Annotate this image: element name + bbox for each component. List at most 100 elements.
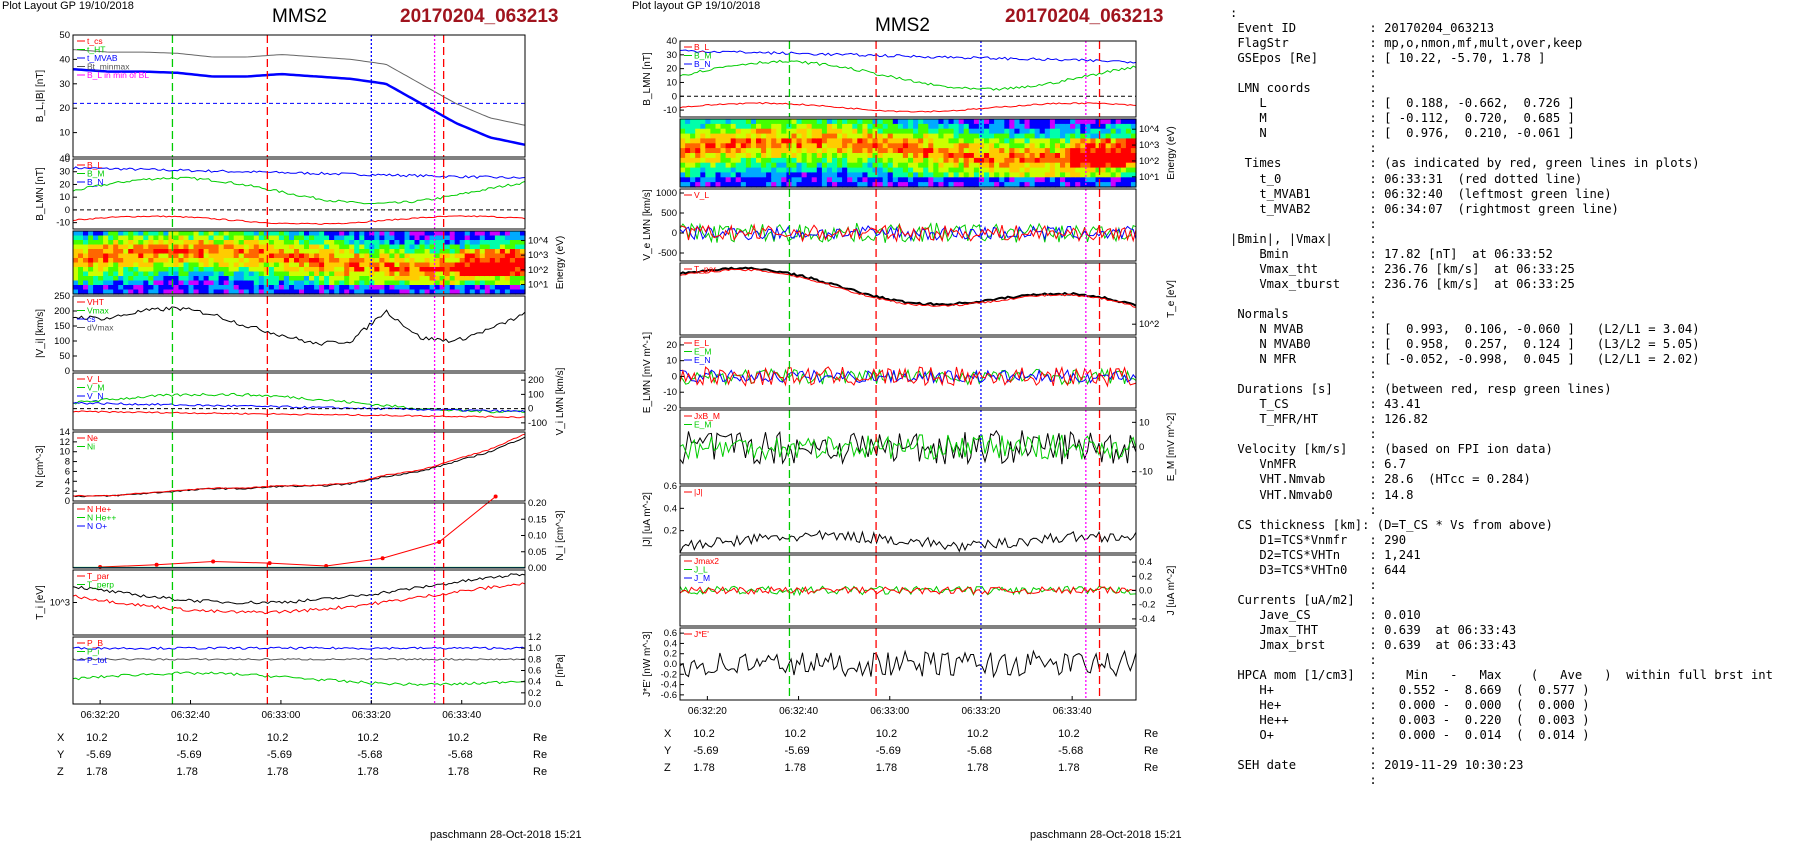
spectrogram-cell	[218, 249, 225, 255]
spectrogram-cell	[766, 119, 772, 125]
spectrogram-cell	[88, 244, 94, 250]
spectrogram-cell	[324, 258, 330, 264]
spectrogram-cell	[730, 128, 737, 135]
spectrogram-cell	[78, 276, 84, 282]
spectrogram-cell	[968, 128, 975, 135]
spectrogram-cell	[153, 276, 159, 282]
spectrogram-cell	[515, 289, 521, 295]
spectrogram-cell	[989, 162, 995, 169]
spectrogram-cell	[334, 249, 340, 255]
spectrogram-cell	[1090, 167, 1097, 174]
spectrogram-cell	[1120, 177, 1127, 183]
spectrogram-cell	[520, 231, 526, 237]
spectrogram-cell	[88, 249, 94, 255]
spectrogram-cell	[248, 235, 255, 241]
position-row-label: Z	[664, 762, 671, 774]
spectrogram-cell	[404, 244, 411, 250]
spectrogram-cell	[449, 231, 456, 237]
spectrogram-cell	[354, 244, 360, 250]
spectrogram-cell	[710, 138, 717, 144]
spectrogram-cell	[806, 162, 813, 169]
spectrogram-cell	[504, 262, 511, 268]
spectrogram-cell	[359, 249, 365, 255]
spectrogram-cell	[369, 249, 375, 255]
spectrogram-cell	[1090, 138, 1097, 144]
spectrogram-cell	[399, 267, 405, 273]
spectrogram-cell	[832, 138, 838, 144]
spectrogram-cell	[228, 285, 235, 291]
spectrogram-cell	[163, 240, 169, 246]
series-N	[72, 436, 526, 498]
spectrogram-cell	[273, 240, 280, 246]
spectrogram-cell	[918, 172, 924, 178]
spectrogram-cell	[193, 253, 200, 259]
spectrogram-cell	[862, 119, 869, 125]
spectrogram-cell	[1029, 157, 1036, 164]
spectrogram-cell	[1034, 148, 1041, 154]
spectrogram-cell	[958, 143, 965, 149]
spectrogram-cell	[999, 143, 1005, 149]
spectrogram-cell	[449, 289, 456, 295]
spectrogram-cell	[913, 138, 919, 144]
spectrogram-cell	[821, 162, 828, 169]
spectrogram-cell	[394, 267, 400, 273]
spectrogram-cell	[705, 162, 711, 169]
spectrogram-cell	[304, 244, 310, 250]
spectrogram-cell	[1070, 172, 1076, 178]
spectrogram-cell	[479, 285, 486, 291]
spectrogram-cell	[761, 138, 767, 144]
spectrogram-cell	[715, 153, 722, 159]
spectrogram-cell	[128, 240, 134, 246]
spectrogram-cell	[816, 177, 823, 183]
panel-frame	[72, 34, 526, 158]
spectrogram-cell	[918, 157, 924, 164]
spectrogram-cell	[294, 249, 300, 255]
spectrogram-cell	[113, 258, 119, 264]
spectrogram-cell	[454, 235, 461, 241]
spectrogram-cell	[88, 285, 94, 291]
spectrogram-cell	[892, 153, 899, 159]
spectrogram-cell	[685, 162, 691, 169]
spectrogram-cell	[1034, 123, 1041, 130]
spectrogram-cell	[1090, 153, 1097, 159]
spectrogram-cell	[183, 262, 190, 268]
spectrogram-cell	[735, 153, 742, 159]
spectrogram-cell	[248, 253, 255, 259]
spectrogram-cell	[1090, 172, 1097, 178]
spectrogram-cell	[148, 244, 154, 250]
spectrogram-cell	[1024, 133, 1031, 140]
spectrogram-cell	[334, 276, 340, 282]
position-row-label: X	[57, 732, 65, 744]
spectrogram-cell	[509, 289, 516, 295]
spectrogram-cell	[158, 271, 164, 277]
spectrogram-cell	[821, 148, 828, 154]
spectrogram-cell	[294, 285, 300, 291]
spectrogram-cell	[283, 285, 290, 291]
spectrogram-cell	[897, 162, 904, 169]
spectrogram-cell	[796, 182, 803, 188]
position-value: 1.78	[693, 762, 715, 774]
spectrogram-cell	[766, 167, 772, 174]
spectrogram-cell	[424, 289, 431, 295]
spectrogram-cell	[1014, 172, 1021, 178]
spectrogram-cell	[339, 262, 345, 268]
spectrogram-cell	[339, 276, 345, 282]
spectrogram-cell	[685, 123, 691, 130]
spectrogram-cell	[771, 119, 777, 125]
spectrogram-cell	[1120, 143, 1127, 149]
spectrogram-cell	[354, 231, 360, 237]
event-info-panel: : Event ID : 20170204_063213 FlagStr : m…	[1230, 6, 1800, 788]
data-point	[211, 559, 216, 564]
spectrogram-cell	[994, 119, 1000, 125]
spectrogram-cell	[1060, 162, 1066, 169]
info-line: GSEpos [Re] : [ 10.22, -5.70, 1.78 ]	[1230, 51, 1546, 66]
spectrogram-cell	[821, 119, 828, 125]
spectrogram-cell	[379, 280, 385, 286]
spectrogram-cell	[98, 258, 104, 264]
legend-label: B_N	[87, 177, 104, 187]
spectrogram-cell	[766, 123, 772, 130]
spectrogram-cell	[1080, 119, 1086, 125]
spectrogram-cell	[384, 253, 390, 259]
spectrogram-cell	[268, 249, 275, 255]
y-tick-label: -10	[663, 387, 677, 398]
